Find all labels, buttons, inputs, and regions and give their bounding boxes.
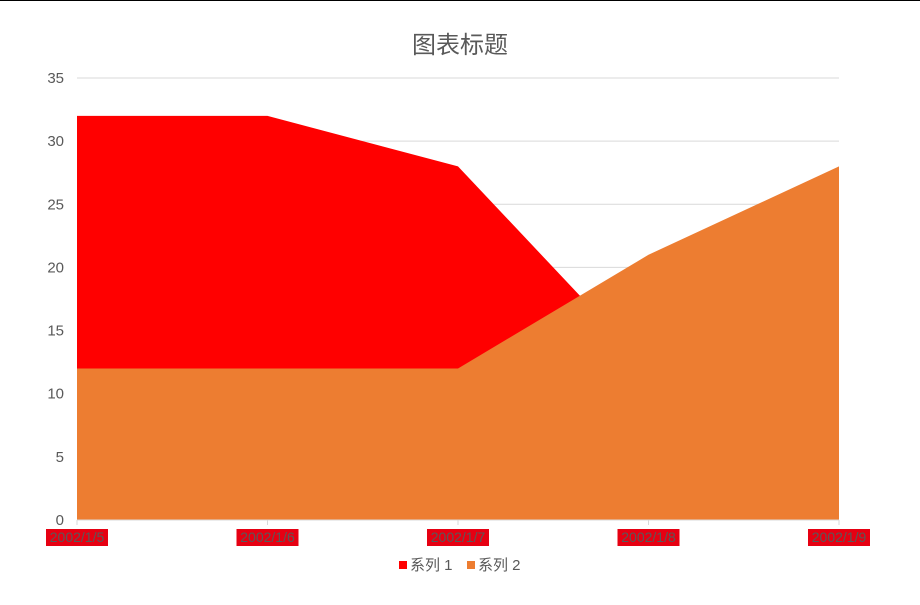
x-tick-label: 2002/1/8 (621, 529, 676, 545)
x-tick-label: 2002/1/9 (812, 529, 867, 545)
y-tick-label: 20 (47, 259, 64, 276)
y-tick-label: 25 (47, 196, 64, 213)
legend-label: 系列 1 (410, 557, 453, 574)
y-axis-ticks: 0 5 10 15 20 25 30 35 (47, 70, 64, 529)
legend-item-2: 系列 2 (467, 557, 521, 574)
y-tick-label: 35 (47, 70, 64, 87)
legend-item-1: 系列 1 (399, 557, 453, 574)
legend-swatch (399, 561, 407, 569)
y-tick-label: 30 (47, 133, 64, 150)
chart-title: 图表标题 (412, 32, 508, 59)
y-tick-label: 5 (56, 449, 64, 466)
x-axis-ticks: 2002/1/5 2002/1/6 2002/1/7 2002/1/8 2002/1/9 (46, 529, 870, 546)
legend-swatch (467, 561, 475, 569)
y-tick-label: 0 (56, 512, 64, 529)
x-tick-highlight (617, 529, 680, 546)
plot-area (77, 115, 839, 520)
axes (76, 519, 840, 525)
y-tick-label: 15 (47, 323, 64, 340)
x-tick-highlight (808, 529, 870, 546)
x-tick-group: 2002/1/9 (808, 529, 870, 546)
x-tick-label: 2002/1/5 (50, 529, 105, 545)
x-tick-highlight (236, 529, 299, 546)
x-tick-group: 2002/1/7 (427, 529, 489, 546)
y-tick-label: 10 (47, 386, 64, 403)
x-tick-label: 2002/1/7 (431, 529, 486, 545)
legend: 系列 1 系列 2 (399, 557, 521, 574)
x-tick-group: 2002/1/6 (236, 529, 299, 546)
x-tick-group: 2002/1/5 (46, 529, 108, 546)
legend-label: 系列 2 (478, 557, 521, 574)
x-tick-highlight (427, 529, 489, 546)
x-tick-label: 2002/1/6 (240, 529, 295, 545)
area-series-2 (77, 166, 839, 520)
x-tick-highlight (46, 529, 108, 546)
x-tick-group: 2002/1/8 (617, 529, 680, 546)
